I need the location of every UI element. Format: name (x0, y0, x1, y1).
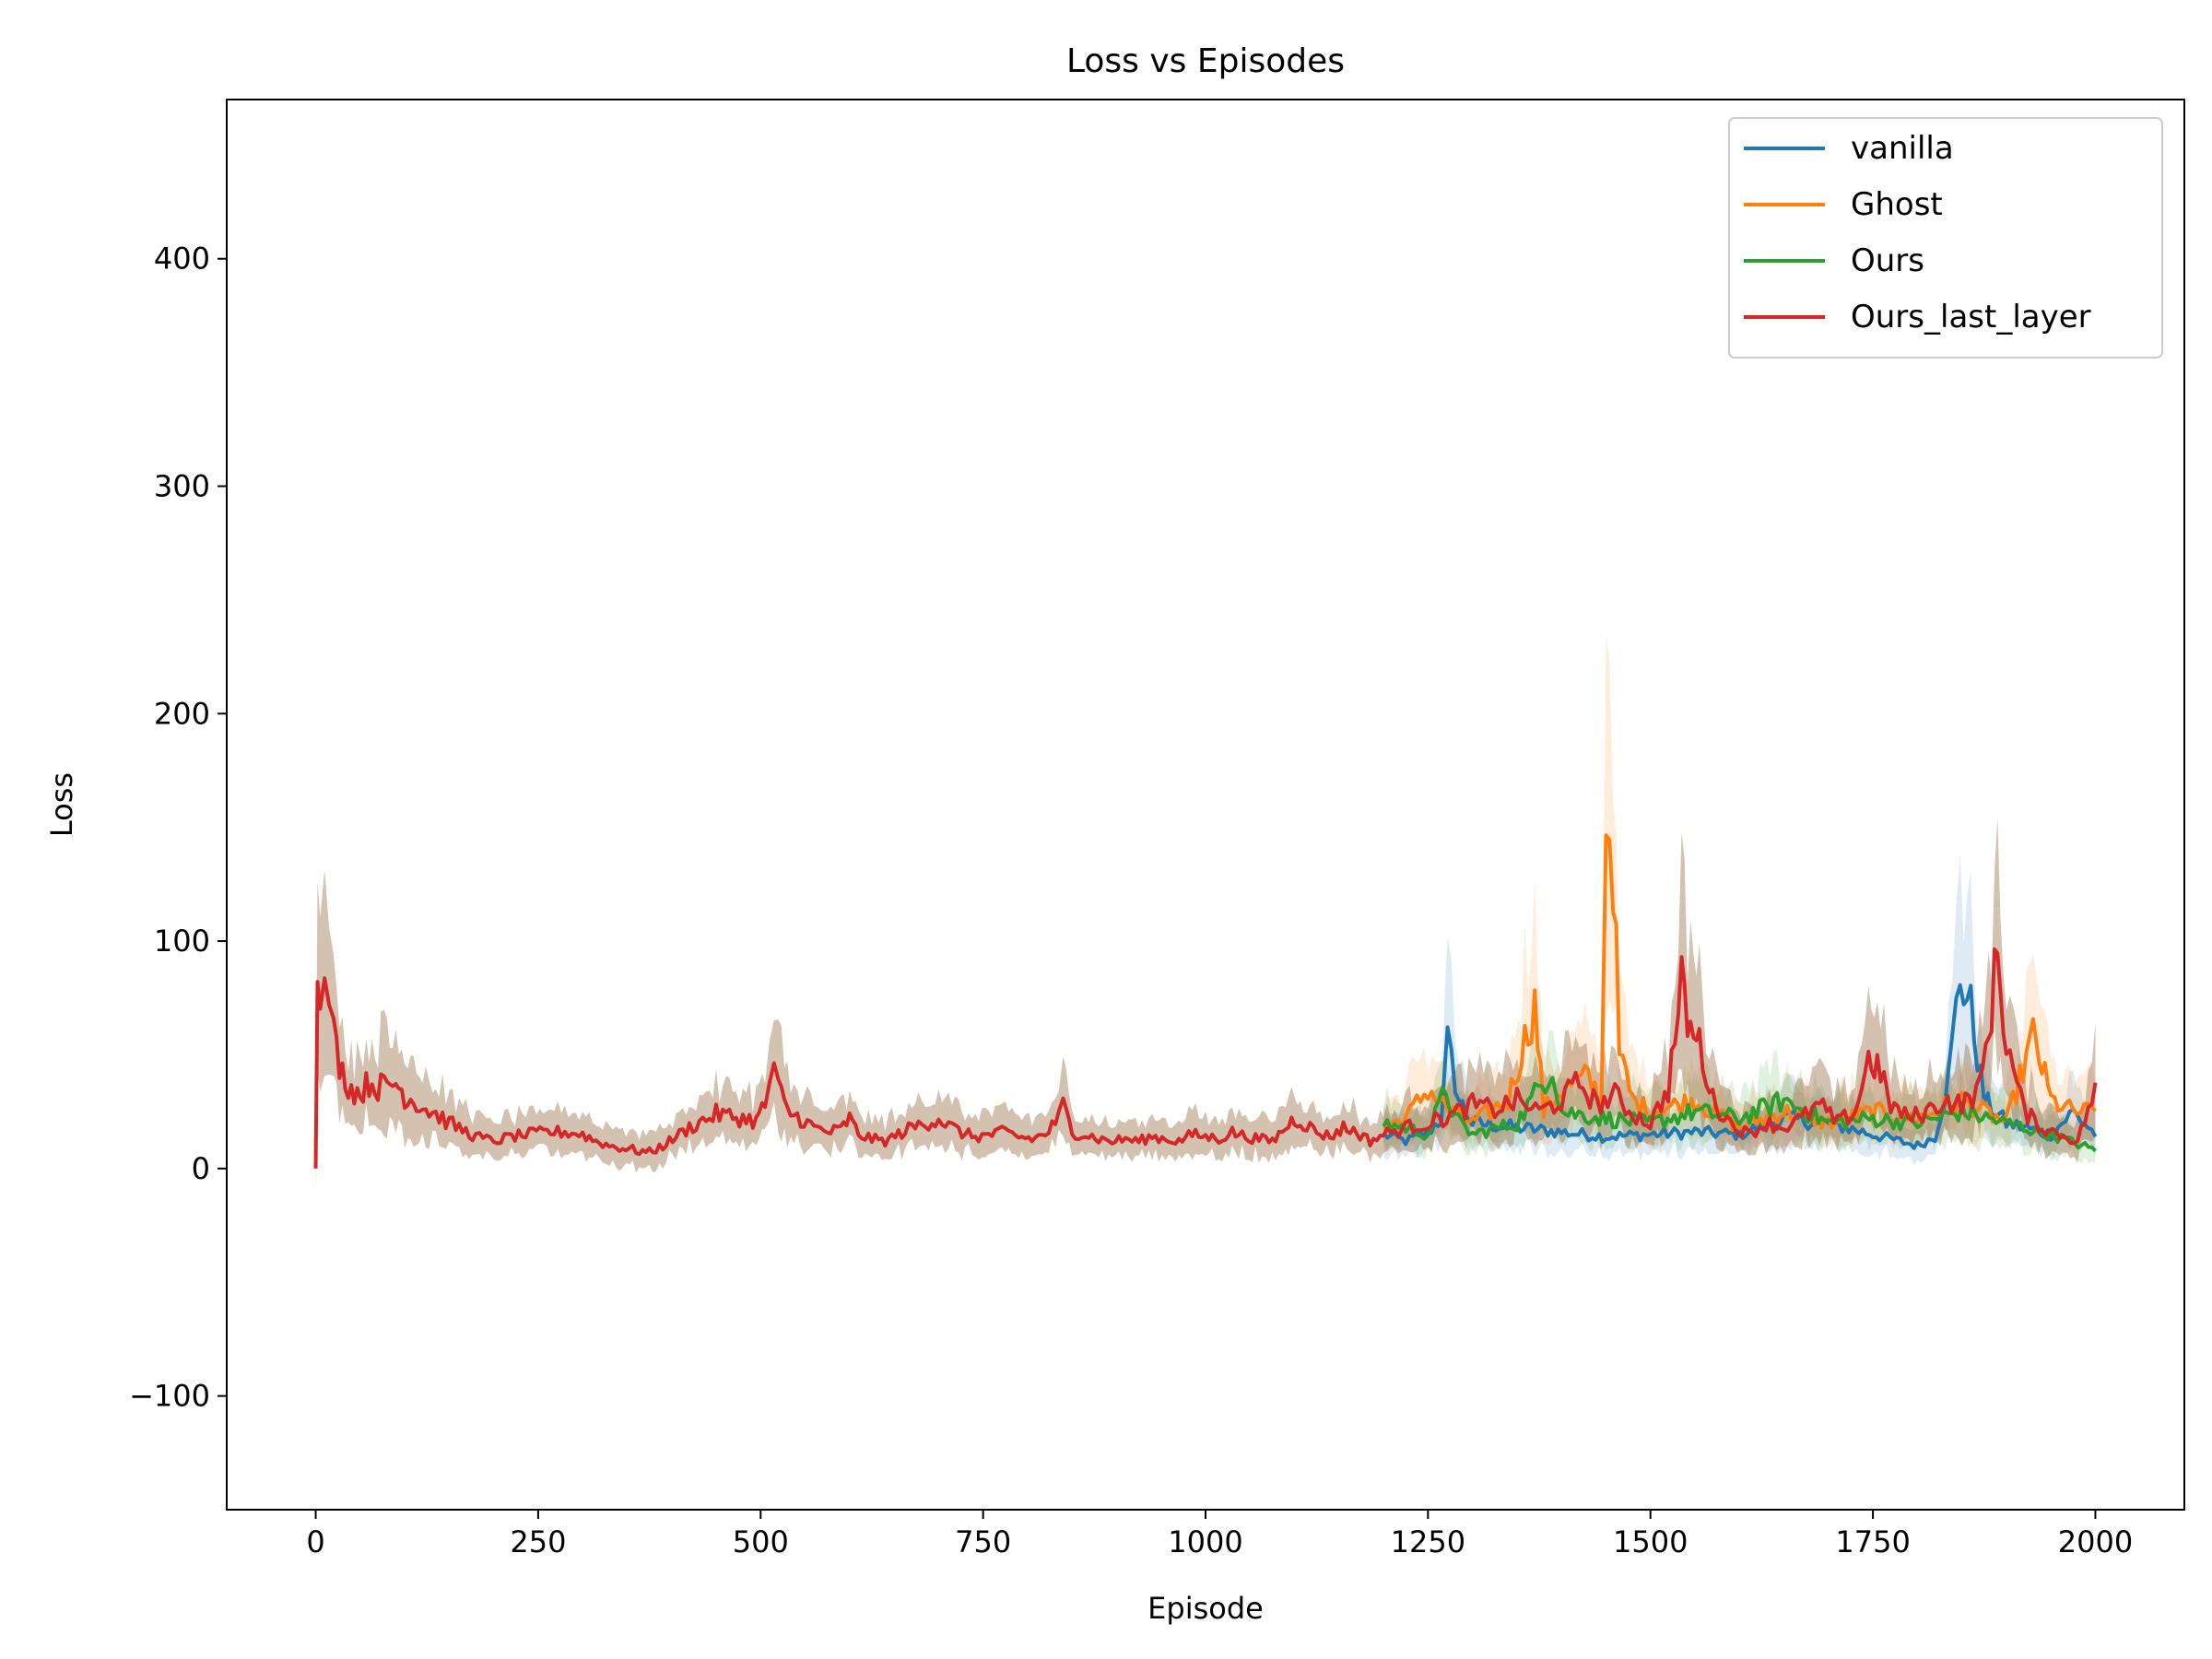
y-axis-ticks: −100 0 100 200 300 400 (129, 241, 227, 1414)
band-Ours_last_layer (315, 817, 2096, 1188)
series-line-Ours (1382, 1076, 2097, 1153)
band-vanilla (1383, 853, 2096, 1166)
y-axis-label: Loss (44, 772, 79, 837)
legend: vanilla Ghost Ours Ours_last_layer (1728, 117, 2163, 359)
y-tick-label: 0 (192, 1151, 210, 1186)
series-line-Ours_last_layer (313, 947, 2098, 1169)
x-tick-label: 1500 (1613, 1524, 1688, 1559)
x-tick-label: 2000 (2058, 1524, 2133, 1559)
x-axis-label: Episode (1147, 1591, 1264, 1626)
x-tick-label: 250 (510, 1524, 566, 1559)
x-tick-label: 750 (955, 1524, 1011, 1559)
chart-title: Loss vs Episodes (1066, 42, 1345, 80)
legend-label-Ours: Ours (1851, 242, 1924, 279)
x-tick-label: 1000 (1168, 1524, 1242, 1559)
x-tick-label: 500 (733, 1524, 789, 1559)
x-tick-label: 1750 (1835, 1524, 1910, 1559)
y-tick-label: 300 (154, 469, 210, 504)
legend-label-Ghost: Ghost (1851, 186, 1943, 223)
y-tick-label: 400 (154, 241, 210, 276)
series-lines (313, 833, 2098, 1169)
x-tick-label: 0 (306, 1524, 324, 1559)
x-tick-label: 1250 (1391, 1524, 1465, 1559)
legend-label-vanilla: vanilla (1851, 130, 1954, 167)
y-tick-label: −100 (129, 1379, 210, 1414)
y-tick-label: 200 (154, 696, 210, 731)
y-tick-label: 100 (154, 924, 210, 959)
legend-label-Ours_last_layer: Ours_last_layer (1851, 299, 2091, 335)
x-axis-ticks: 0 250 500 750 1000 1250 1500 1750 2000 (306, 1510, 2133, 1559)
legend-box (1728, 117, 2163, 359)
